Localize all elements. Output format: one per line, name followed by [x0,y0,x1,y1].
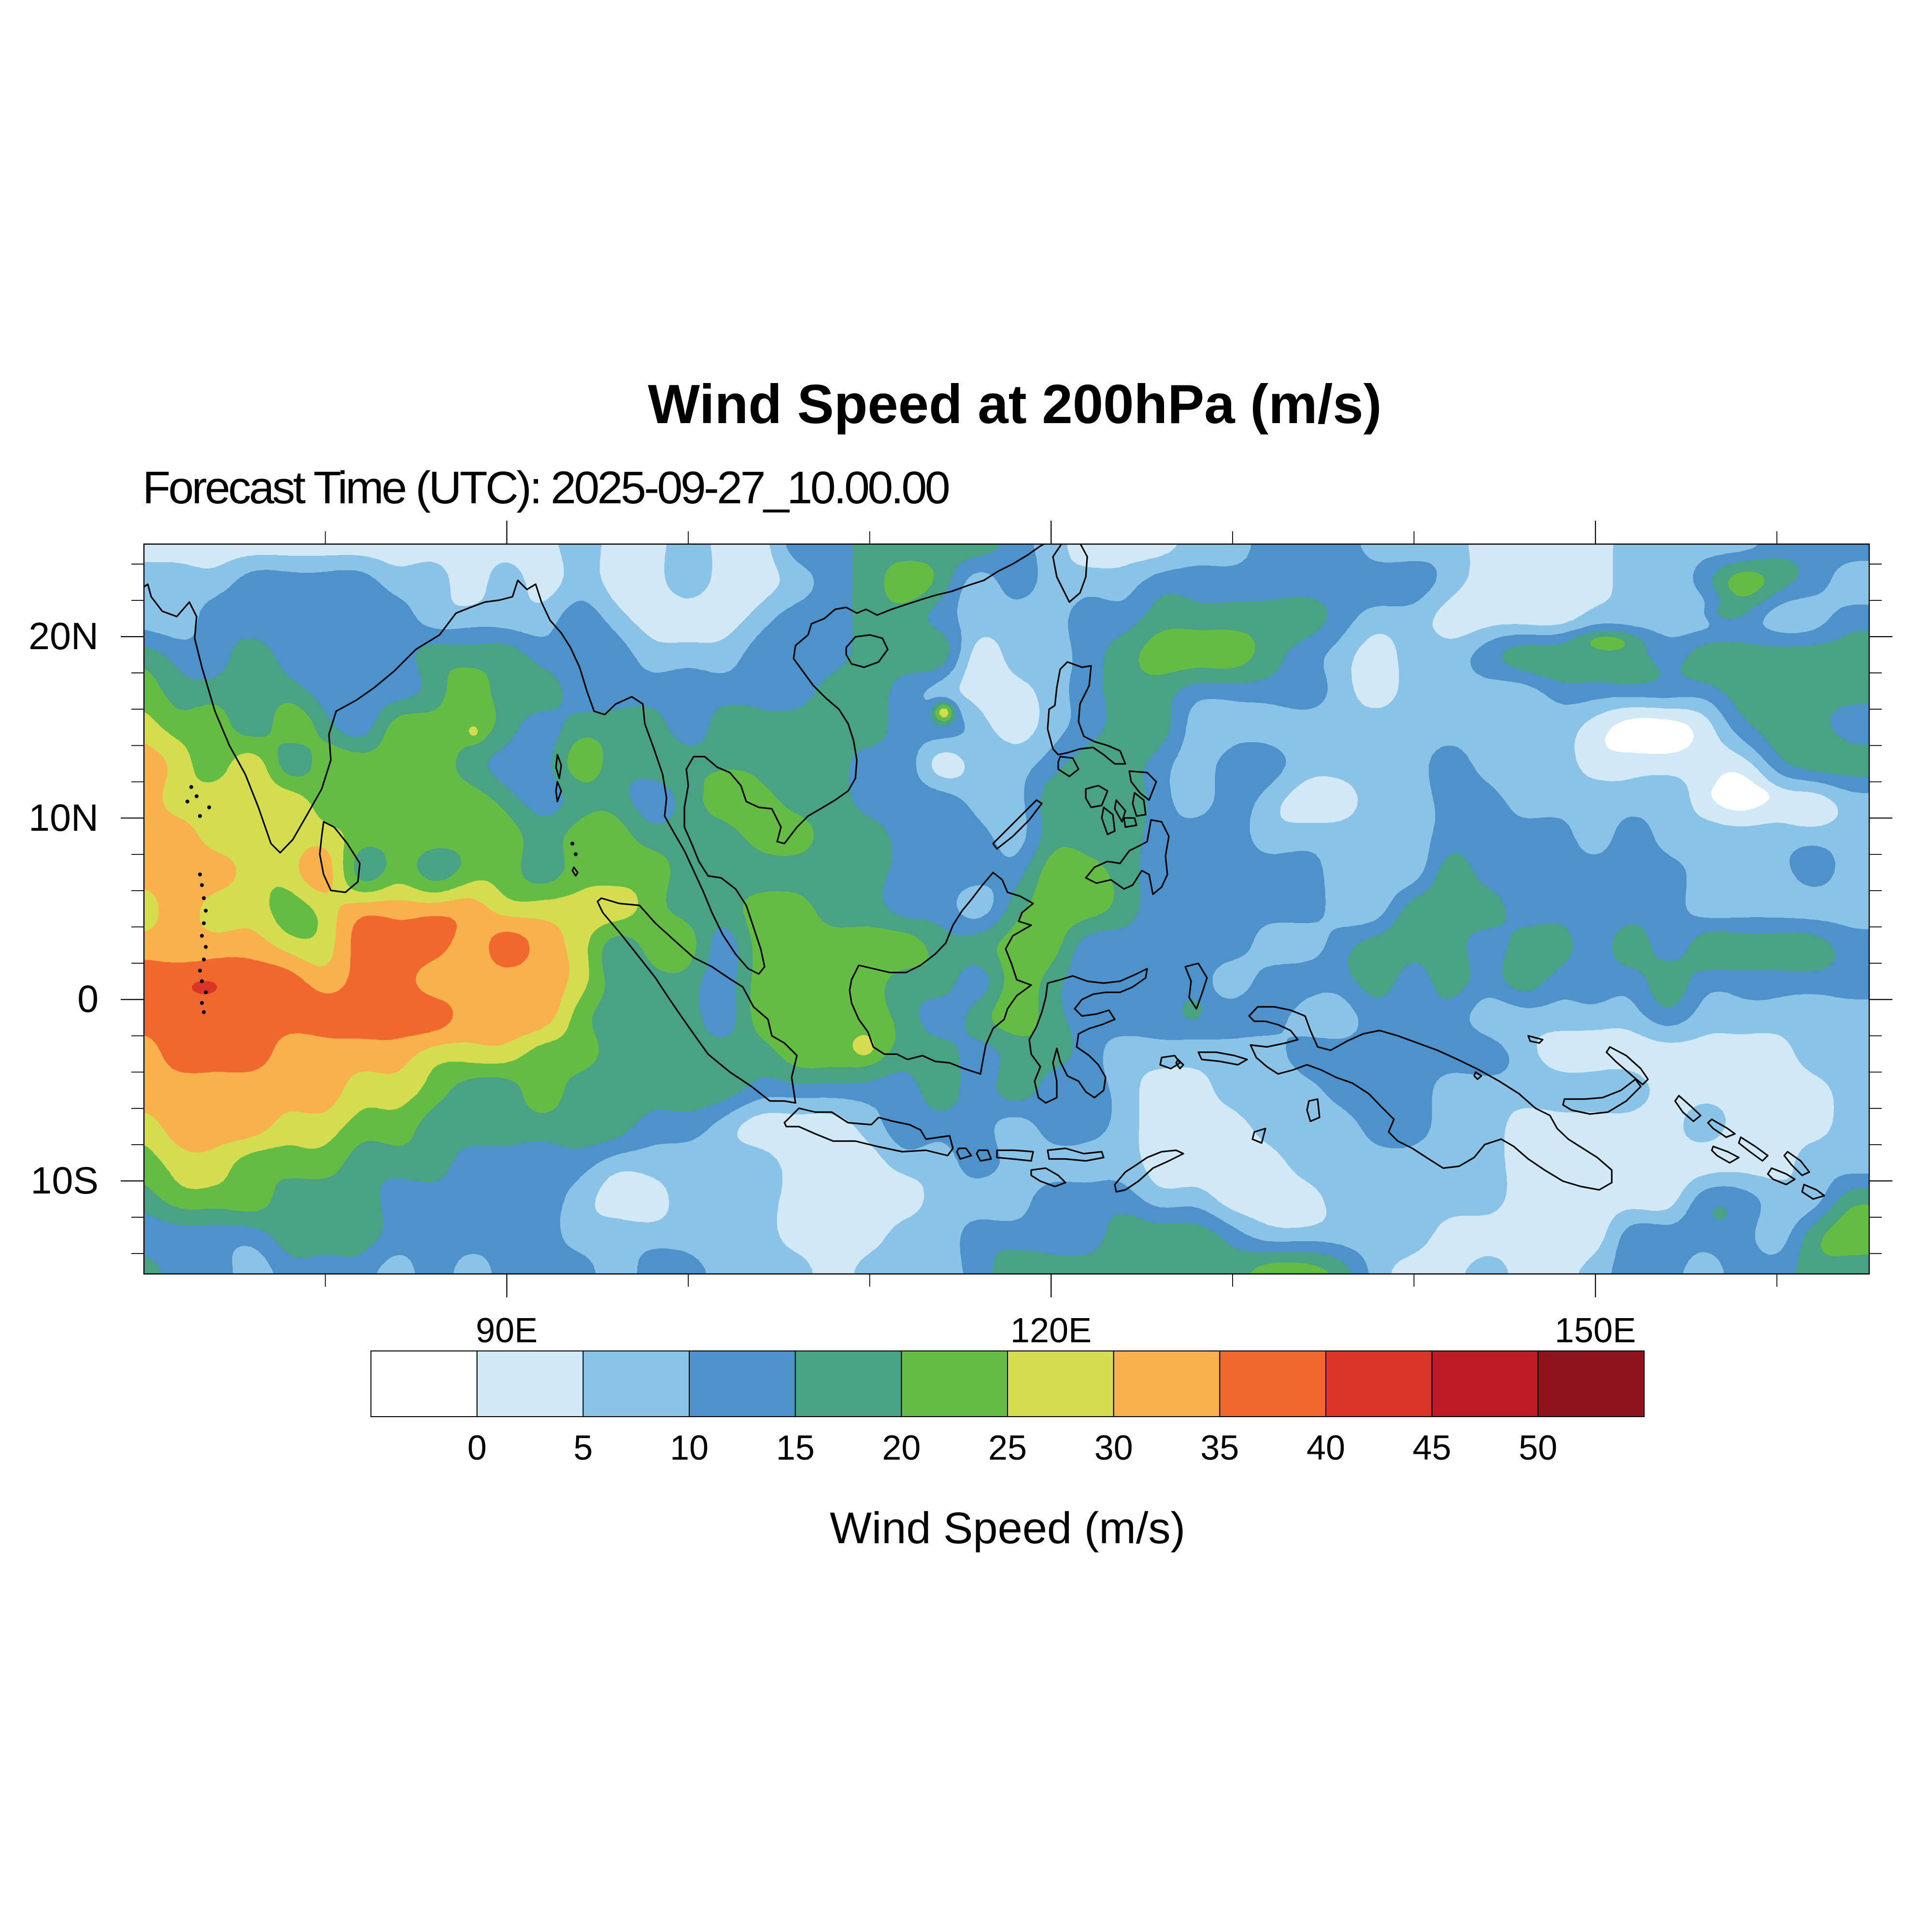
svg-text:Forecast Time (UTC): 2025-09-2: Forecast Time (UTC): 2025-09-27_10.00.00 [142,462,949,513]
svg-text:40: 40 [1307,1429,1345,1467]
svg-text:45: 45 [1413,1429,1451,1467]
svg-text:50: 50 [1519,1429,1557,1467]
svg-text:0: 0 [77,977,99,1020]
svg-text:10N: 10N [28,796,99,839]
svg-text:35: 35 [1200,1429,1239,1467]
svg-text:20N: 20N [28,614,99,657]
svg-text:5: 5 [573,1429,593,1467]
svg-text:0: 0 [468,1429,487,1467]
svg-text:25: 25 [988,1429,1027,1467]
svg-text:Wind Speed (m/s): Wind Speed (m/s) [830,1504,1185,1553]
svg-text:150E: 150E [1555,1311,1636,1350]
svg-text:10: 10 [670,1429,709,1467]
svg-text:120E: 120E [1010,1311,1092,1350]
svg-text:30: 30 [1094,1429,1133,1467]
svg-text:90E: 90E [476,1311,538,1350]
svg-text:Wind Speed at 200hPa (m/s): Wind Speed at 200hPa (m/s) [648,374,1381,435]
svg-text:20: 20 [882,1429,921,1467]
svg-text:15: 15 [776,1429,815,1467]
svg-text:10S: 10S [30,1159,99,1202]
